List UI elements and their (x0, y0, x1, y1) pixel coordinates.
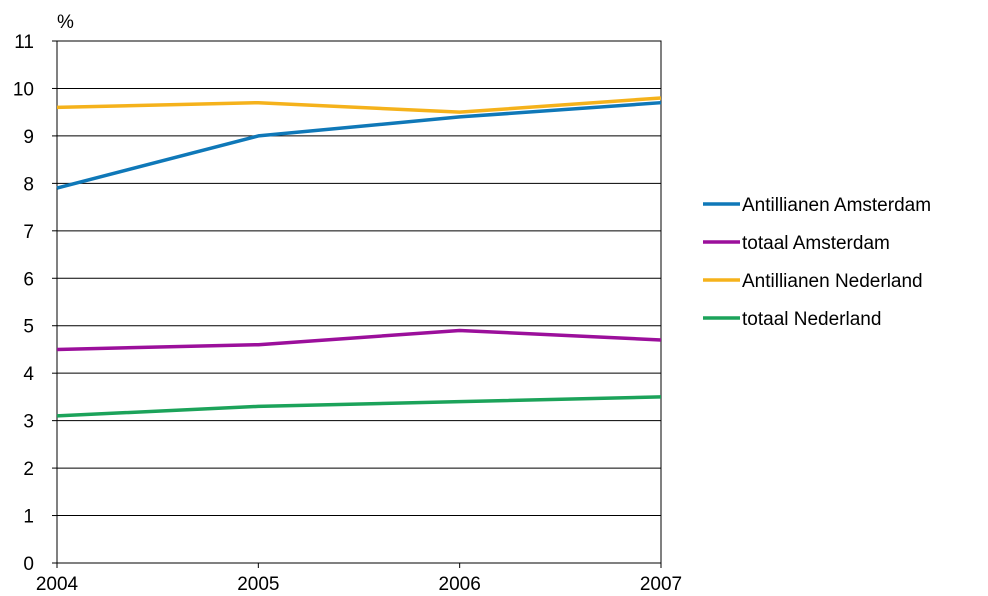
plot-border (56, 40, 662, 564)
y-tick-label: 5 (23, 317, 34, 338)
y-tick-label: 11 (14, 32, 34, 53)
x-tick-label: 2007 (640, 574, 682, 595)
series-line-antillianen-amsterdam (56, 100, 662, 190)
x-tick-label: 2004 (36, 574, 79, 595)
gridlines (57, 40, 661, 564)
x-axis-ticks: 2004 2005 2006 2007 (36, 563, 682, 595)
series-line-totaal-amsterdam (56, 328, 662, 352)
y-tick-label: 4 (23, 364, 34, 385)
y-axis-ticks: 0 1 2 3 4 5 6 7 8 9 10 11 (13, 32, 57, 575)
y-tick-label: 6 (23, 269, 34, 290)
y-tick-label: 9 (23, 127, 34, 148)
plot-frame (56, 40, 662, 564)
x-tick-label: 2006 (439, 574, 481, 595)
x-tick-label: 2005 (237, 574, 279, 595)
y-tick-label: 3 (23, 412, 34, 433)
legend: Antillianen Amsterdam totaal Amsterdam Ant… (703, 195, 931, 330)
y-tick-label: 0 (23, 554, 34, 575)
y-tick-label: 7 (23, 222, 34, 243)
series-line-antillianen-nederland (56, 96, 662, 114)
legend-label: Antillianen Amsterdam (742, 195, 931, 216)
series-line-totaal-nederland (56, 395, 662, 418)
legend-label: totaal Amsterdam (742, 233, 890, 254)
y-tick-label: 8 (23, 174, 34, 195)
y-tick-label: 10 (13, 79, 34, 100)
legend-label: Antillianen Nederland (742, 271, 923, 292)
y-tick-label: 2 (23, 459, 34, 480)
legend-label: totaal Nederland (742, 309, 881, 330)
y-tick-label: 1 (23, 507, 34, 528)
series-lines (56, 96, 662, 418)
y-axis-unit-label: % (57, 12, 74, 33)
